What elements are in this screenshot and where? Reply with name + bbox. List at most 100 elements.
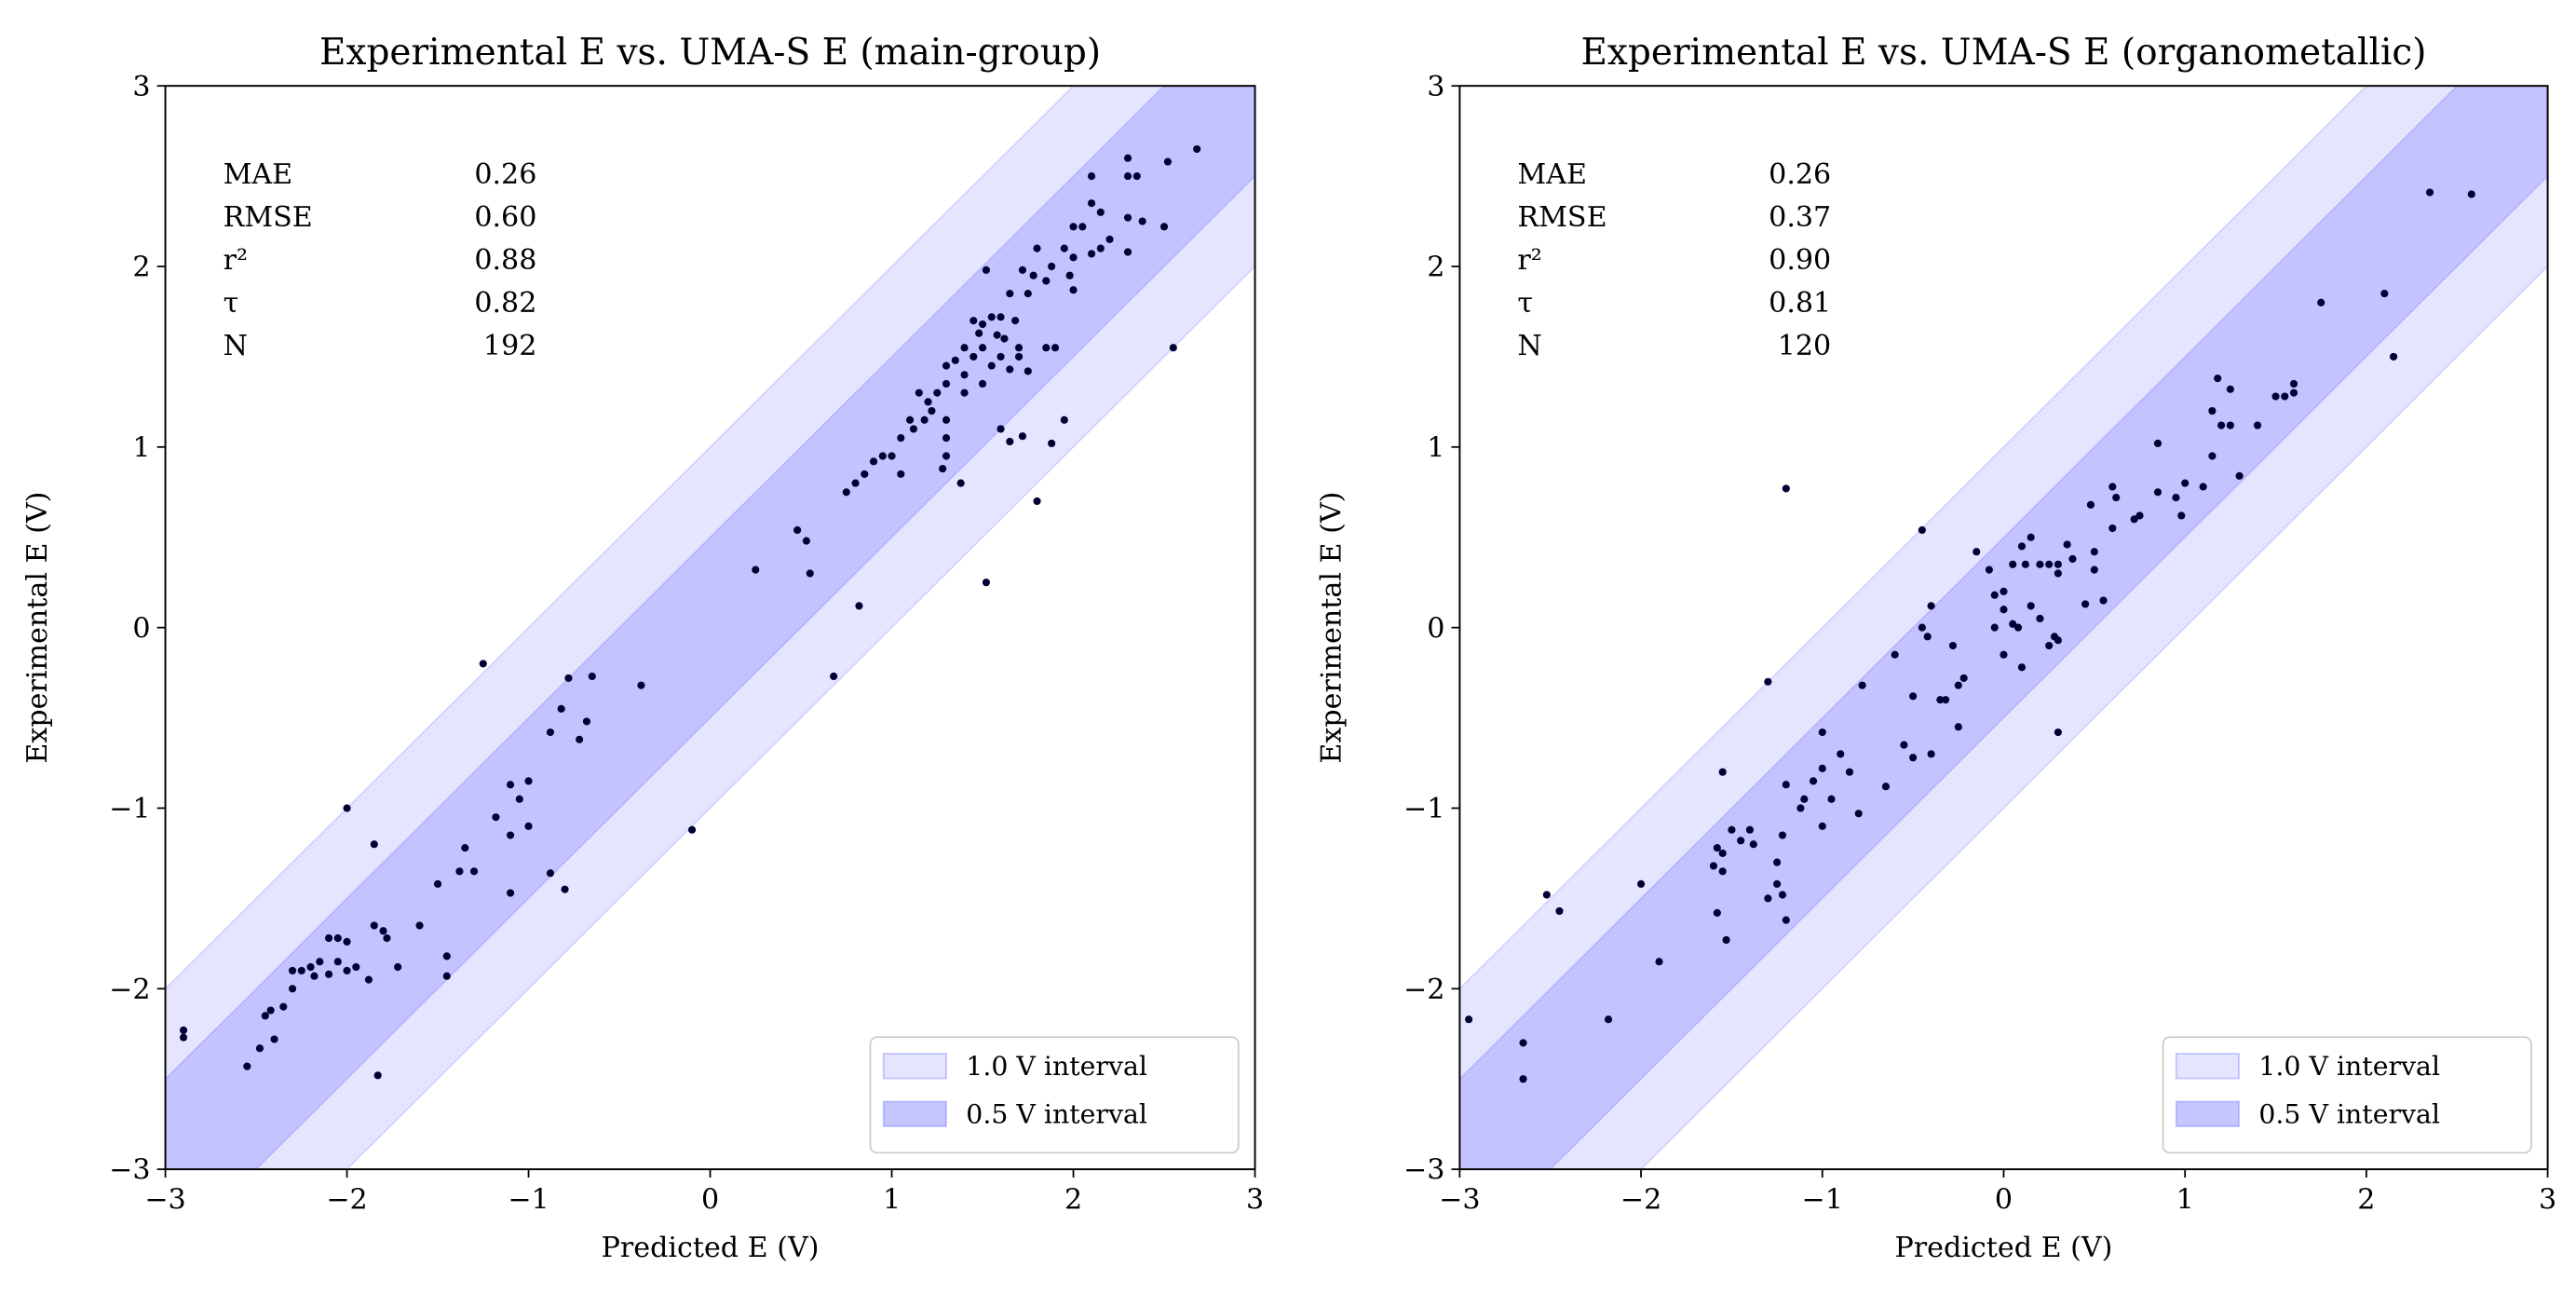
data-point: [942, 452, 951, 460]
data-point: [1087, 250, 1096, 258]
data-point: [997, 425, 1005, 433]
legend-label: 1.0 V interval: [2258, 1051, 2440, 1082]
data-point: [316, 958, 324, 966]
data-point: [2009, 560, 2017, 568]
data-point: [978, 344, 987, 352]
data-point: [370, 921, 378, 930]
data-point: [928, 406, 936, 416]
data-point: [1051, 344, 1060, 352]
legend-box: [2162, 1036, 2532, 1154]
stat-label: r²: [1517, 244, 1541, 277]
data-point: [2425, 188, 2434, 197]
x-tick-label: 1: [883, 1184, 901, 1217]
data-point: [1782, 916, 1790, 924]
y-tick-label: 2: [132, 252, 150, 284]
legend: 1.0 V interval 0.5 V interval: [2162, 1036, 2532, 1154]
data-point: [2027, 602, 2035, 610]
legend-swatch: [882, 1100, 947, 1127]
x-axis-label: Predicted E (V): [1895, 1232, 2113, 1264]
y-tick-label: −2: [1403, 974, 1444, 1006]
data-point: [1818, 728, 1826, 737]
band-edge: [346, 266, 1256, 1170]
y-tick-label: −1: [109, 793, 150, 825]
data-point: [897, 434, 905, 443]
band-edge: [1458, 85, 2458, 1080]
data-point: [1169, 344, 1177, 352]
stat-value: 0.90: [1769, 244, 1831, 277]
stat-value: 0.81: [1769, 287, 1831, 320]
legend-label: 0.5 V interval: [2258, 1098, 2440, 1129]
data-point: [1728, 825, 1736, 834]
stat-value: 0.37: [1769, 201, 1831, 234]
data-point: [1042, 277, 1051, 285]
x-tick-label: 2: [1064, 1184, 1082, 1217]
data-point: [255, 1044, 264, 1053]
data-point: [956, 479, 965, 487]
data-point: [1942, 696, 1950, 704]
x-tick-label: −2: [326, 1184, 367, 1217]
data-point: [415, 921, 424, 930]
data-point: [243, 1062, 251, 1070]
data-point: [1923, 633, 1932, 641]
stat-label: r²: [224, 244, 248, 277]
data-point: [1809, 777, 1818, 785]
chart-panel-1: −3 −2 −1 0 1 2 3 −3 −2 −1 0 1 2 3 Experimental E vs. U…: [1316, 32, 2556, 1264]
data-point: [557, 704, 565, 713]
data-point: [1069, 253, 1078, 262]
data-point: [1918, 525, 1926, 535]
data-point: [1123, 248, 1132, 256]
band-1: [1459, 86, 2548, 1170]
data-point: [506, 781, 515, 789]
data-point: [1065, 271, 1074, 279]
data-point: [297, 966, 305, 974]
data-point: [1006, 289, 1014, 298]
data-point: [1078, 223, 1087, 231]
chart-title: Experimental E vs. UMA-S E (main-group): [319, 32, 1101, 74]
data-point: [1105, 235, 1114, 244]
data-point: [1555, 906, 1564, 916]
data-point: [830, 672, 838, 681]
data-point: [1909, 692, 1918, 701]
x-tick-label: 0: [1995, 1184, 2013, 1217]
data-point: [333, 933, 342, 943]
data-point: [897, 470, 905, 478]
data-point: [920, 416, 929, 424]
x-tick-label: 3: [1246, 1184, 1264, 1217]
y-tick-label: 1: [1427, 431, 1444, 464]
data-point: [861, 470, 869, 478]
x-tick-label: −1: [1802, 1184, 1843, 1217]
plot-area: [1458, 85, 2549, 1170]
data-point: [1854, 810, 1863, 818]
data-point: [343, 937, 351, 946]
data-point: [915, 388, 923, 397]
data-point: [1722, 935, 1730, 945]
data-point: [1163, 157, 1173, 166]
data-point: [469, 867, 479, 876]
data-point: [1918, 623, 1926, 632]
data-point: [2153, 439, 2162, 448]
band-1: [165, 86, 1255, 1170]
data-point: [1858, 681, 1866, 689]
data-point: [969, 352, 978, 361]
data-point: [373, 1071, 382, 1080]
data-point: [2253, 421, 2262, 429]
stat-value: 0.26: [474, 158, 536, 191]
data-point: [492, 813, 500, 822]
data-point: [1773, 858, 1782, 866]
data-point: [1709, 862, 1718, 870]
stat-label: MAE: [224, 158, 293, 191]
data-point: [2199, 483, 2207, 491]
data-point: [2090, 548, 2098, 556]
data-point: [1024, 367, 1032, 375]
data-point: [1909, 754, 1918, 762]
data-point: [1542, 891, 1551, 899]
data-point: [1718, 849, 1727, 857]
data-point: [869, 457, 878, 466]
data-point: [370, 840, 378, 849]
data-point: [2135, 511, 2144, 520]
y-tick-label: 2: [1427, 252, 1444, 284]
data-point: [2235, 471, 2244, 480]
data-point: [687, 825, 697, 834]
data-point: [1927, 750, 1935, 758]
